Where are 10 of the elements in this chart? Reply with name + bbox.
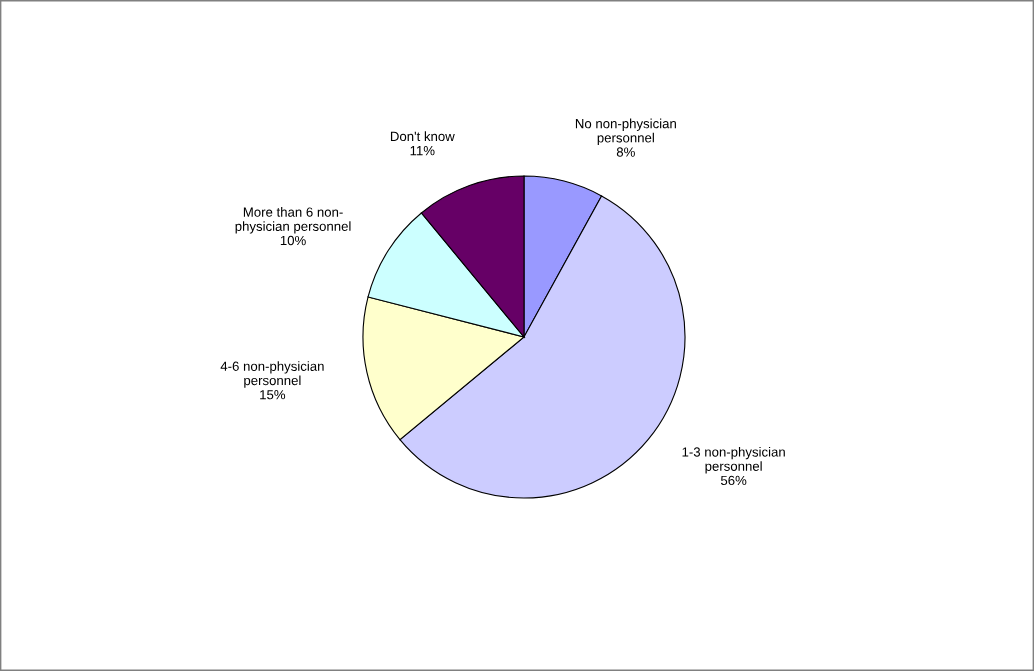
slice-label: 1-3 non-physician personnel — [682, 446, 785, 474]
data-label: 15% — [260, 390, 286, 400]
data-label: 56% — [720, 475, 747, 486]
slice-label: 4-6 non-physician personnel — [220, 361, 324, 388]
slice-label: More than 6 non- physician personnel — [235, 207, 351, 234]
slice-label: No non-physician personnel — [575, 118, 676, 146]
data-label: 8% — [616, 147, 635, 157]
data-label: 10% — [280, 235, 306, 246]
data-label: 11% — [410, 145, 435, 156]
slice-label: Don't know — [390, 131, 455, 142]
